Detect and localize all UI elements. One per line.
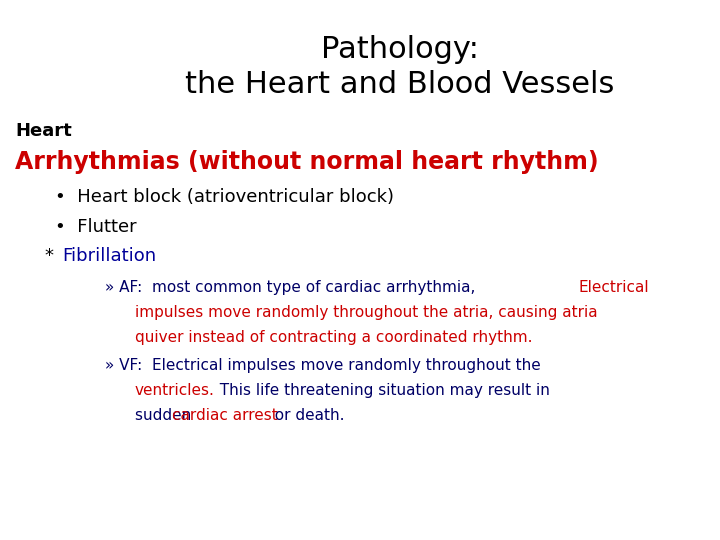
Text: •  Heart block (atrioventricular block): • Heart block (atrioventricular block) [55, 188, 394, 206]
Text: *: * [45, 247, 60, 265]
Text: Electrical: Electrical [578, 280, 649, 295]
Text: cardiac arrest: cardiac arrest [172, 408, 278, 423]
Text: impulses move randomly throughout the atria, causing atria: impulses move randomly throughout the at… [135, 305, 598, 320]
Text: the Heart and Blood Vessels: the Heart and Blood Vessels [185, 70, 615, 99]
Text: •  Flutter: • Flutter [55, 218, 137, 236]
Text: quiver instead of contracting a coordinated rhythm.: quiver instead of contracting a coordina… [135, 330, 533, 345]
Text: This life threatening situation may result in: This life threatening situation may resu… [210, 383, 550, 398]
Text: » VF:  Electrical impulses move randomly throughout the: » VF: Electrical impulses move randomly … [105, 358, 541, 373]
Text: sudden: sudden [135, 408, 196, 423]
Text: Pathology:: Pathology: [321, 35, 479, 64]
Text: » AF:  most common type of cardiac arrhythmia,: » AF: most common type of cardiac arrhyt… [105, 280, 480, 295]
Text: Fibrillation: Fibrillation [62, 247, 156, 265]
Text: Arrhythmias (without normal heart rhythm): Arrhythmias (without normal heart rhythm… [15, 150, 598, 174]
Text: Heart: Heart [15, 122, 72, 140]
Text: ventricles.: ventricles. [135, 383, 215, 398]
Text: or death.: or death. [265, 408, 344, 423]
